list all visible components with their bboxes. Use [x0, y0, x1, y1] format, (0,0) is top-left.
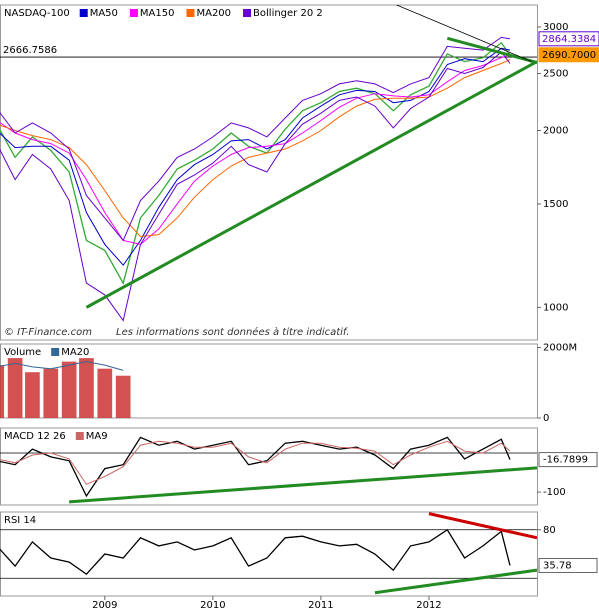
- trend-line: [428, 512, 537, 540]
- x-tick-label: 2012: [416, 600, 441, 611]
- end-label: 2864.3384: [542, 34, 596, 45]
- bar: [97, 368, 113, 418]
- legend-label: MA50: [90, 8, 118, 19]
- trend-line: [374, 568, 537, 595]
- level-label: 2666.7586: [3, 45, 57, 56]
- watermark: © IT-Finance.com: [4, 327, 92, 338]
- series-line: [0, 36, 511, 242]
- last-value-label: 35.78: [543, 560, 572, 571]
- x-tick-label: 2009: [92, 600, 117, 611]
- bar: [79, 358, 94, 418]
- bar: [7, 358, 23, 418]
- legend-label: MA200: [196, 8, 231, 19]
- y-tick-label: -100: [543, 487, 566, 498]
- y-tick-label: 2000M: [543, 343, 577, 354]
- panel: [0, 512, 537, 595]
- last-value-label: -16.7899: [543, 455, 588, 466]
- bar: [25, 372, 40, 418]
- panel-title: MACD 12 26: [4, 431, 66, 442]
- panel-title: Volume: [4, 347, 41, 358]
- bar: [61, 361, 77, 418]
- value-box: [538, 452, 598, 468]
- series-line: [0, 47, 511, 266]
- trend-line: [446, 36, 537, 64]
- panel-frame: [0, 511, 538, 597]
- legend-label: MA150: [140, 8, 175, 19]
- bar: [115, 375, 131, 418]
- panel: [0, 436, 537, 504]
- series-line: [0, 361, 124, 371]
- legend-label: Bollinger 20 2: [253, 8, 323, 19]
- legend-label: MA20: [61, 347, 89, 358]
- panel-frame: [0, 4, 538, 341]
- legend-swatch: [79, 9, 88, 17]
- y-tick-label: 1000: [543, 302, 568, 313]
- legend-label: MA9: [86, 431, 108, 442]
- series-line: [0, 528, 511, 576]
- panel-title: NASDAQ-100: [4, 8, 70, 19]
- end-label-box: [538, 31, 599, 47]
- panel: [0, 358, 131, 418]
- series-line: [0, 436, 511, 498]
- legend-swatch: [51, 348, 60, 356]
- legend-swatch: [186, 9, 195, 17]
- legend-swatch: [129, 9, 138, 17]
- trend-line: [69, 466, 537, 504]
- trend-line: [395, 5, 532, 62]
- panel-frame: [0, 427, 538, 506]
- x-tick-label: 2011: [308, 600, 333, 611]
- y-tick-label: 80: [543, 525, 556, 536]
- series-line: [0, 59, 511, 238]
- watermark: Les informations sont données à titre in…: [116, 326, 349, 338]
- end-label: 2690.7000: [542, 50, 596, 61]
- series-line: [0, 41, 511, 285]
- y-tick-label: 2000: [543, 125, 568, 136]
- end-label-box: [538, 47, 599, 63]
- y-tick-label: 2500: [543, 69, 568, 80]
- panel-title: RSI 14: [4, 515, 36, 526]
- x-tick-label: 2010: [200, 600, 225, 611]
- y-tick-label: 0: [543, 413, 549, 424]
- legend-swatch: [75, 432, 84, 440]
- value-box: [538, 557, 598, 573]
- bar: [43, 368, 59, 418]
- series-line: [0, 440, 511, 485]
- y-tick-label: 3000: [543, 22, 568, 33]
- y-tick-label: 1500: [543, 199, 568, 210]
- bar: [0, 365, 5, 418]
- band-lower: [0, 51, 511, 322]
- panel: [0, 5, 537, 322]
- legend-swatch: [243, 9, 252, 17]
- trend-line: [85, 60, 537, 309]
